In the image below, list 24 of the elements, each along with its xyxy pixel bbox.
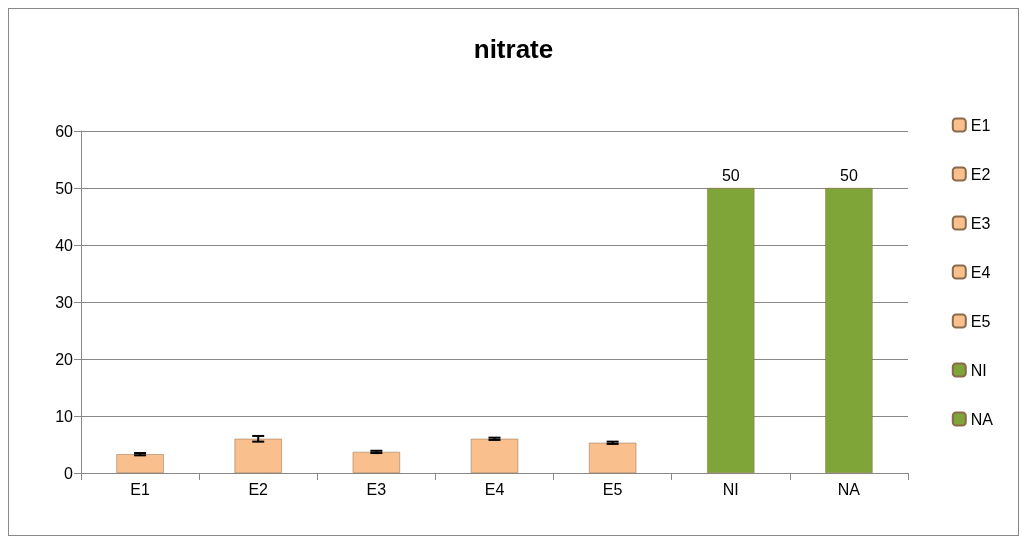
legend-label: E5 bbox=[970, 312, 991, 330]
y-tick-label: 50 bbox=[55, 179, 74, 197]
legend-label: NI bbox=[970, 361, 987, 379]
legend-label: E4 bbox=[970, 263, 991, 281]
legend-label: E3 bbox=[970, 214, 991, 232]
x-tick-label: E3 bbox=[366, 480, 387, 498]
x-tick-label: E5 bbox=[602, 480, 623, 498]
y-tick-label: 10 bbox=[55, 407, 74, 425]
x-tick-label: E1 bbox=[130, 480, 150, 498]
legend-label: E2 bbox=[970, 165, 991, 183]
legend-label: E1 bbox=[970, 116, 991, 134]
x-tick-label: NA bbox=[837, 480, 861, 498]
x-tick-label: NI bbox=[722, 480, 739, 498]
y-tick-label: 30 bbox=[55, 293, 74, 311]
y-tick-label: 0 bbox=[64, 464, 74, 482]
data-label: 50 bbox=[721, 166, 740, 184]
y-tick-label: 60 bbox=[55, 122, 74, 140]
x-tick-label: E2 bbox=[248, 480, 269, 498]
y-tick-label: 40 bbox=[55, 236, 74, 254]
y-tick-label: 20 bbox=[55, 350, 74, 368]
x-tick-label: E4 bbox=[484, 480, 505, 498]
legend-label: NA bbox=[970, 410, 994, 428]
data-label: 50 bbox=[840, 166, 858, 184]
chart-title: nitrate bbox=[473, 34, 554, 64]
